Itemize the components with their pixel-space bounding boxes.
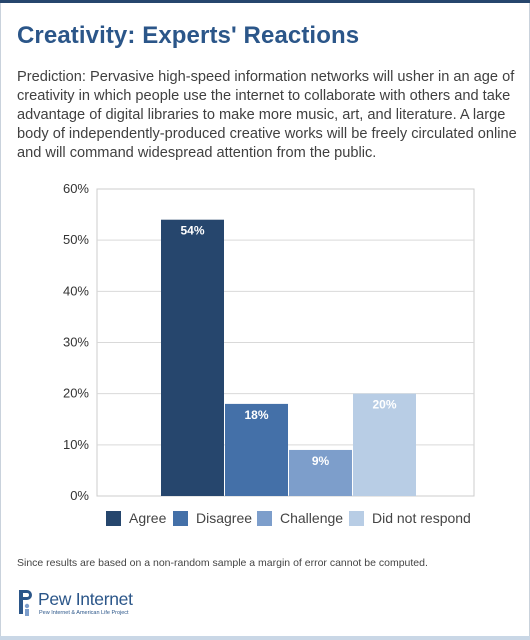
y-tick-label: 30%	[63, 335, 89, 350]
y-tick-label: 20%	[63, 386, 89, 401]
legend-item-agree: Agree	[106, 510, 166, 526]
legend-item-disagree: Disagree	[173, 510, 252, 526]
bottom-accent-bar	[0, 636, 530, 640]
bar-chart: 0% 10% 20% 30% 40% 50% 60% 54% 18% 9% 20%	[63, 181, 475, 503]
prediction-text: Prediction: Pervasive high-speed informa…	[17, 69, 517, 161]
chart-title: Creativity: Experts' Reactions	[17, 22, 360, 49]
data-label-challenge: 9%	[312, 454, 330, 468]
pew-internet-logo: Pew Internet Pew Internet & American Lif…	[15, 587, 215, 623]
bar-agree	[161, 219, 224, 496]
legend-label-disagree: Disagree	[196, 510, 253, 526]
bar-disagree	[225, 403, 288, 496]
data-label-disagree: 18%	[244, 408, 268, 422]
bar-challenge	[289, 449, 352, 496]
legend-swatch-challenge	[257, 511, 272, 526]
logo-name: Pew Internet	[38, 589, 133, 609]
y-tick-label: 60%	[63, 181, 89, 196]
legend-label-challenge: Challenge	[280, 510, 344, 526]
legend-item-did-not-respond: Did not respond	[349, 510, 471, 526]
legend-label-agree: Agree	[129, 510, 167, 526]
legend-label-did-not-respond: Did not respond	[372, 510, 471, 526]
y-tick-label: 50%	[63, 232, 89, 247]
top-accent-bar	[0, 0, 530, 3]
pew-logo-icon	[19, 590, 32, 616]
legend-swatch-disagree	[173, 511, 188, 526]
data-label-did-not-respond: 20%	[372, 398, 396, 412]
logo-tagline: Pew Internet & American Life Project	[39, 610, 129, 616]
legend-swatch-agree	[106, 511, 121, 526]
legend-item-challenge: Challenge	[257, 510, 343, 526]
data-label-agree: 54%	[180, 224, 204, 238]
legend-swatch-did-not-respond	[349, 511, 364, 526]
footnote: Since results are based on a non-random …	[17, 557, 428, 569]
bar-did-not-respond	[353, 393, 416, 496]
y-tick-label: 0%	[70, 488, 89, 503]
y-tick-label: 40%	[63, 283, 89, 298]
y-tick-label: 10%	[63, 437, 89, 452]
